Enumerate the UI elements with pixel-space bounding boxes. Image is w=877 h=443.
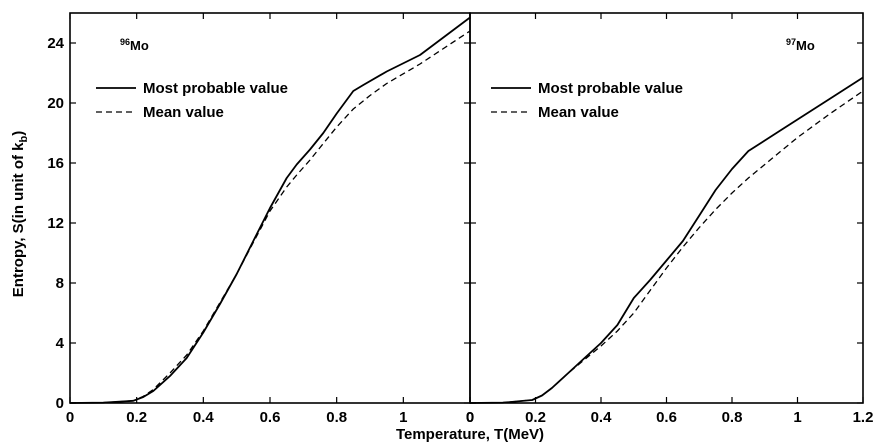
x-tick-label: 0.6 xyxy=(656,409,677,426)
isotope-mass: 97 xyxy=(786,37,796,47)
isotope-element: Mo xyxy=(130,38,149,53)
x-tick-label: 0 xyxy=(466,409,474,426)
isotope-element: Mo xyxy=(796,38,815,53)
series-most-probable-line xyxy=(469,76,864,404)
plot-frame xyxy=(469,12,864,404)
legend-label: Most probable value xyxy=(538,80,683,97)
x-tick-label: 0 xyxy=(466,409,474,426)
isotope-label: 96Mo xyxy=(120,37,149,53)
y-tick-label: 12 xyxy=(47,215,64,232)
y-axis-label-main: Entropy, S(in unit of k xyxy=(10,142,27,297)
panel-97mo: 0 0.2 0.4 0.6 0.8 1 1.2 97Mo Most probable value… xyxy=(466,12,874,426)
x-tick-label: 1 xyxy=(793,409,801,426)
y-tick-label: 0 xyxy=(56,395,64,412)
y-axis-label-close: ) xyxy=(10,131,27,136)
x-tick-label: 0.6 xyxy=(260,409,281,426)
x-tick-label: 0.4 xyxy=(591,409,613,426)
x-axis-label: Temperature, T(MeV) xyxy=(396,426,544,443)
x-tick-label: 0.8 xyxy=(326,409,347,426)
series-most-probable-line xyxy=(69,16,471,404)
y-tick-label: 16 xyxy=(47,155,64,172)
x-tick-label: 0.8 xyxy=(722,409,743,426)
isotope-label: 97Mo xyxy=(786,37,815,53)
series-mean-line xyxy=(69,30,471,404)
x-tick-label: 0.4 xyxy=(193,409,215,426)
legend-label: Mean value xyxy=(538,104,619,121)
legend-label: Most probable value xyxy=(143,80,288,97)
x-tick-label: 0 xyxy=(66,409,74,426)
legend-label: Mean value xyxy=(143,104,224,121)
series-mean-line xyxy=(469,90,864,404)
y-tick-label: 20 xyxy=(47,95,64,112)
x-tick-label: 0.2 xyxy=(525,409,546,426)
y-tick-label: 8 xyxy=(56,275,64,292)
y-tick-label: 24 xyxy=(47,35,64,52)
y-tick-label: 4 xyxy=(56,335,65,352)
x-tick-label: 0.2 xyxy=(126,409,147,426)
x-tick-label: 1 xyxy=(399,409,407,426)
x-tick-label: 1.2 xyxy=(853,409,874,426)
y-axis-label: Entropy, S(in unit of kb) xyxy=(10,131,30,297)
y-axis-label-subscript: b xyxy=(18,136,30,143)
isotope-mass: 96 xyxy=(120,37,130,47)
